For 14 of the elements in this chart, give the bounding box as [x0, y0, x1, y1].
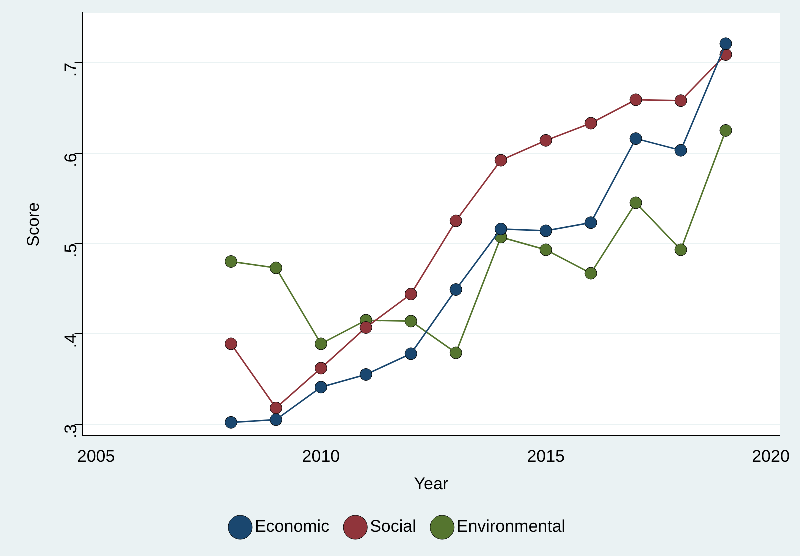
y-tick-label: .3: [61, 424, 80, 439]
y-axis-title: Score: [24, 202, 43, 247]
x-tick-label: 2015: [527, 447, 566, 466]
x-tick-label: 2020: [752, 447, 790, 466]
x-tick-label: 2005: [77, 447, 116, 466]
x-axis-title: Year: [414, 474, 449, 494]
y-tick-label: .6: [61, 153, 80, 168]
y-tick-label: .7: [61, 62, 80, 78]
x-tick-label: 2010: [302, 447, 340, 466]
y-tick-label: .4: [61, 334, 80, 348]
legend-label: Social: [370, 517, 416, 536]
legend-label: Economic: [254, 517, 330, 536]
y-tick-label: .5: [61, 244, 80, 258]
legend-label: Environmental: [456, 517, 566, 536]
